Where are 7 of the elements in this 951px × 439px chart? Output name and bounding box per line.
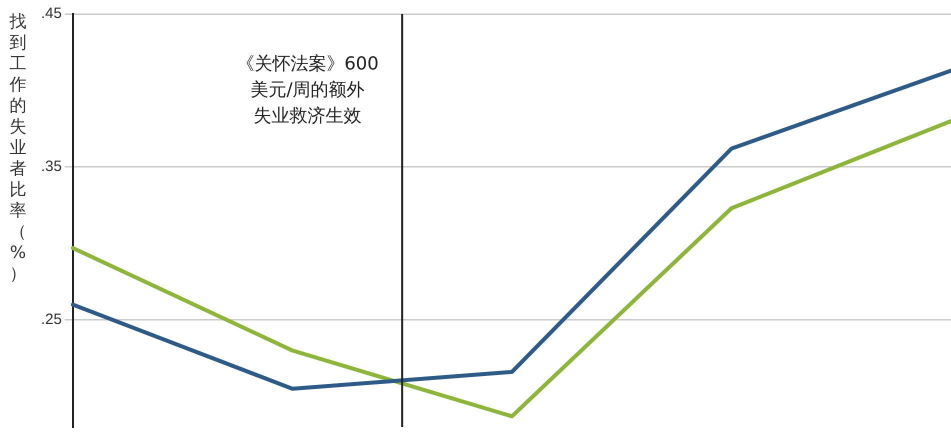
y-tick-label: .35 [40,158,62,176]
text: 找到工作的失业者比率（%） [10,12,26,284]
y-tick-label: .25 [40,311,62,328]
y-tick-label: .45 [40,5,62,22]
annotation: 美元/周的额外 [250,80,365,101]
annotation: 《关怀法案》600 [236,54,379,75]
annotation: 失业救济生效 [254,106,362,127]
